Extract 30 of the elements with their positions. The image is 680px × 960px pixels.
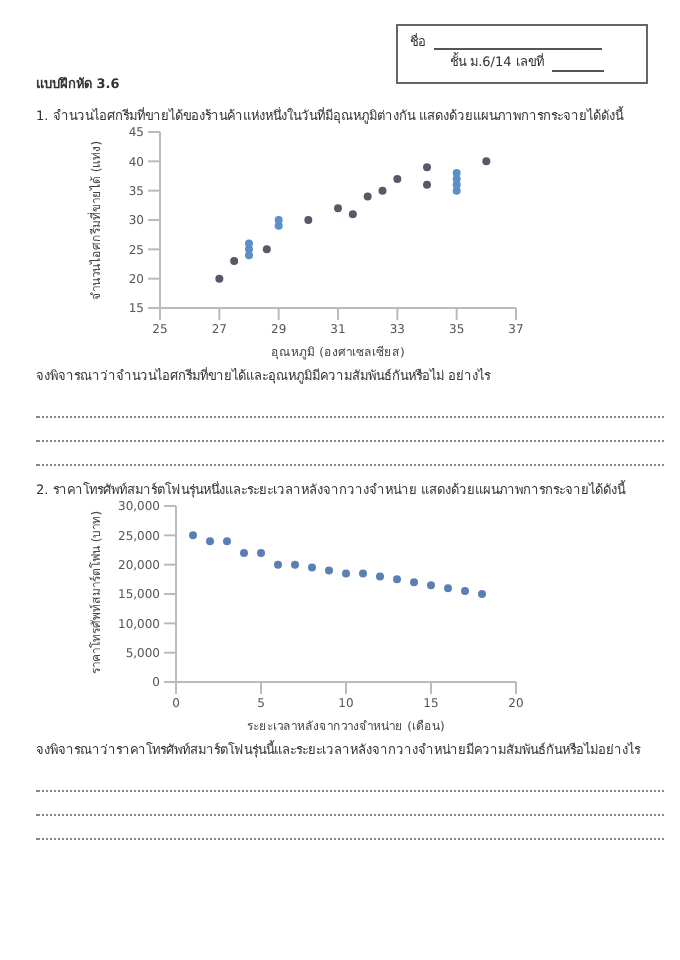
point bbox=[423, 164, 431, 173]
point bbox=[274, 561, 282, 570]
point bbox=[240, 549, 248, 558]
point bbox=[325, 567, 333, 576]
point bbox=[482, 158, 491, 167]
point bbox=[444, 584, 452, 593]
point bbox=[291, 561, 299, 570]
point bbox=[230, 257, 239, 266]
point bbox=[410, 578, 418, 587]
point bbox=[423, 181, 431, 190]
point bbox=[378, 187, 387, 196]
point bbox=[363, 193, 372, 202]
point bbox=[342, 570, 350, 579]
point bbox=[393, 575, 401, 584]
point bbox=[215, 275, 224, 284]
point bbox=[376, 573, 384, 582]
point bbox=[257, 549, 265, 558]
point bbox=[308, 564, 316, 573]
point bbox=[223, 537, 231, 546]
point bbox=[304, 216, 313, 225]
point bbox=[478, 590, 486, 599]
point bbox=[461, 587, 469, 596]
point bbox=[189, 531, 197, 540]
point bbox=[348, 211, 357, 220]
point bbox=[393, 175, 402, 184]
point bbox=[427, 581, 435, 590]
point bbox=[206, 537, 214, 546]
point bbox=[334, 205, 342, 214]
point bbox=[359, 570, 367, 579]
point bbox=[262, 246, 271, 255]
